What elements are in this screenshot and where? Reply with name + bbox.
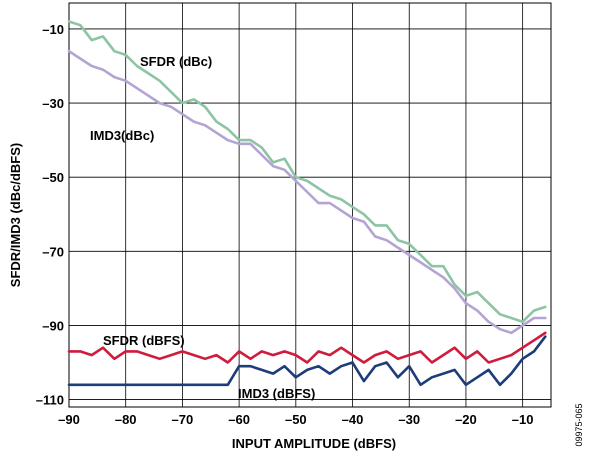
series-line-sfdr-dbc [67, 20, 547, 324]
x-tick-label: –30 [398, 412, 420, 427]
x-axis-ticks: –90 –80 –70 –60 –50 –40 –30 –20 –10 [58, 412, 533, 427]
x-axis-title: INPUT AMPLITUDE (dBFS) [232, 436, 396, 451]
series-label-sfdr-dbc: SFDR (dBc) [140, 54, 212, 69]
x-tick-label: –40 [342, 412, 364, 427]
series-lines [67, 20, 547, 387]
series-line-imd3-dbc [67, 49, 547, 335]
series-label-imd3-dbc: IMD3(dBc) [90, 128, 154, 143]
figure-id: 09975-065 [574, 403, 584, 446]
x-tick-label: –70 [172, 412, 194, 427]
y-tick-label: –10 [42, 22, 64, 37]
y-tick-label: –70 [42, 244, 64, 259]
y-tick-label: –110 [36, 393, 64, 408]
y-tick-label: –30 [42, 96, 64, 111]
series-line-imd3-dbfs [67, 335, 547, 387]
y-axis-title: SFDR/IMD3 (dBc/dBFS) [8, 143, 23, 287]
x-tick-label: –60 [228, 412, 250, 427]
series-label-sfdr-dbfs: SFDR (dBFS) [103, 333, 185, 348]
x-tick-label: –80 [115, 412, 137, 427]
series-line-sfdr-dbfs [67, 331, 547, 364]
plot-frame [68, 2, 552, 408]
y-axis-ticks: –110 –90 –70 –50 –30 –10 [36, 22, 64, 408]
grid [68, 3, 551, 407]
x-tick-label: –90 [58, 412, 80, 427]
x-tick-label: –50 [285, 412, 307, 427]
x-tick-label: –10 [512, 412, 534, 427]
y-tick-label: –50 [42, 170, 64, 185]
y-tick-label: –90 [42, 318, 64, 333]
x-tick-label: –20 [455, 412, 477, 427]
series-label-imd3-dbfs: IMD3 (dBFS) [238, 386, 315, 401]
